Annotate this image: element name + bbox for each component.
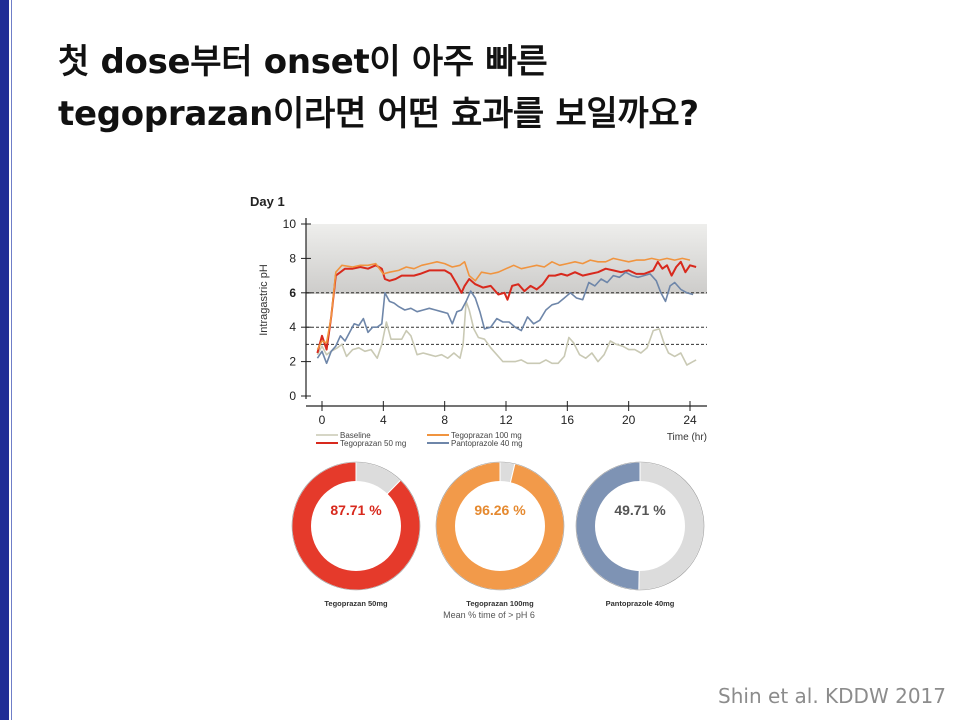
legend-label-tegoprazan-100: Tegoprazan 100 mg bbox=[451, 431, 522, 440]
donut-value-tegoprazan-100mg: 96.26 % bbox=[474, 502, 526, 518]
slide-title-line-1: 첫 dose부터 onset이 아주 빠른 bbox=[58, 42, 548, 82]
legend: Baseline Tegoprazan 50 mg Tegoprazan 100… bbox=[316, 431, 523, 448]
donut-value-tegoprazan-50mg: 87.71 % bbox=[330, 502, 382, 518]
legend-label-tegoprazan-50: Tegoprazan 50 mg bbox=[340, 439, 406, 448]
donut-name-pantoprazole-40mg: Pantoprazole 40mg bbox=[606, 599, 675, 608]
donut-value-pantoprazole-40mg: 49.71 % bbox=[614, 502, 666, 518]
citation: Shin et al. KDDW 2017 bbox=[718, 684, 946, 708]
donut-caption: Mean % time of > pH 6 bbox=[443, 610, 535, 620]
chart-title: Day 1 bbox=[250, 194, 285, 209]
donut-hole-pantoprazole-40mg bbox=[595, 481, 685, 571]
slide-title-line-2: tegoprazan이라면 어떤 효과를 보일까요? bbox=[58, 94, 699, 134]
y-tick-label-6: 6 bbox=[289, 286, 296, 300]
donut-outline-tegoprazan-50mg bbox=[291, 461, 421, 591]
x-tick-label-4: 4 bbox=[380, 413, 387, 427]
ph-above-6-band bbox=[306, 224, 707, 294]
x-tick-label-20: 20 bbox=[622, 413, 636, 427]
y-tick-label-2: 2 bbox=[289, 355, 296, 369]
donut-hole-tegoprazan-50mg bbox=[311, 481, 401, 571]
slide-title: 첫 dose부터 onset이 아주 빠른 tegoprazan이라면 어떤 효… bbox=[58, 36, 699, 140]
series-line-pantoprazole-40-mg bbox=[316, 271, 694, 365]
y-tick-label-4: 4 bbox=[289, 320, 296, 334]
donut-hole-tegoprazan-100mg bbox=[455, 481, 545, 571]
x-tick-label-12: 12 bbox=[499, 413, 513, 427]
donut-outline-pantoprazole-40mg bbox=[575, 461, 705, 591]
legend-label-pantoprazole-40: Pantoprazole 40 mg bbox=[451, 439, 523, 448]
accent-bar bbox=[0, 0, 9, 720]
y-tick-label-0: 0 bbox=[289, 389, 296, 403]
x-tick-label-0: 0 bbox=[319, 413, 326, 427]
y-tick-label-10: 10 bbox=[283, 217, 297, 231]
x-tick-label-8: 8 bbox=[441, 413, 448, 427]
series-line-baseline bbox=[316, 300, 697, 366]
donut-name-tegoprazan-100mg: Tegoprazan 100mg bbox=[466, 599, 534, 608]
donut-charts: 87.71 % Tegoprazan 50mg 96.26 % Tegoprazan … bbox=[291, 461, 705, 608]
y-tick-label-8: 8 bbox=[289, 251, 296, 265]
legend-label-baseline: Baseline bbox=[340, 431, 371, 440]
donut-outline-tegoprazan-100mg bbox=[435, 461, 565, 591]
x-tick-label-16: 16 bbox=[561, 413, 575, 427]
x-tick-label-24: 24 bbox=[683, 413, 697, 427]
series-line-tegoprazan-100-mg bbox=[316, 257, 691, 350]
donut-name-tegoprazan-50mg: Tegoprazan 50mg bbox=[324, 599, 388, 608]
accent-bar-line bbox=[11, 0, 12, 720]
x-axis-label: Time (hr) bbox=[667, 432, 707, 443]
y-axis-label: Intragastric pH bbox=[258, 264, 270, 336]
